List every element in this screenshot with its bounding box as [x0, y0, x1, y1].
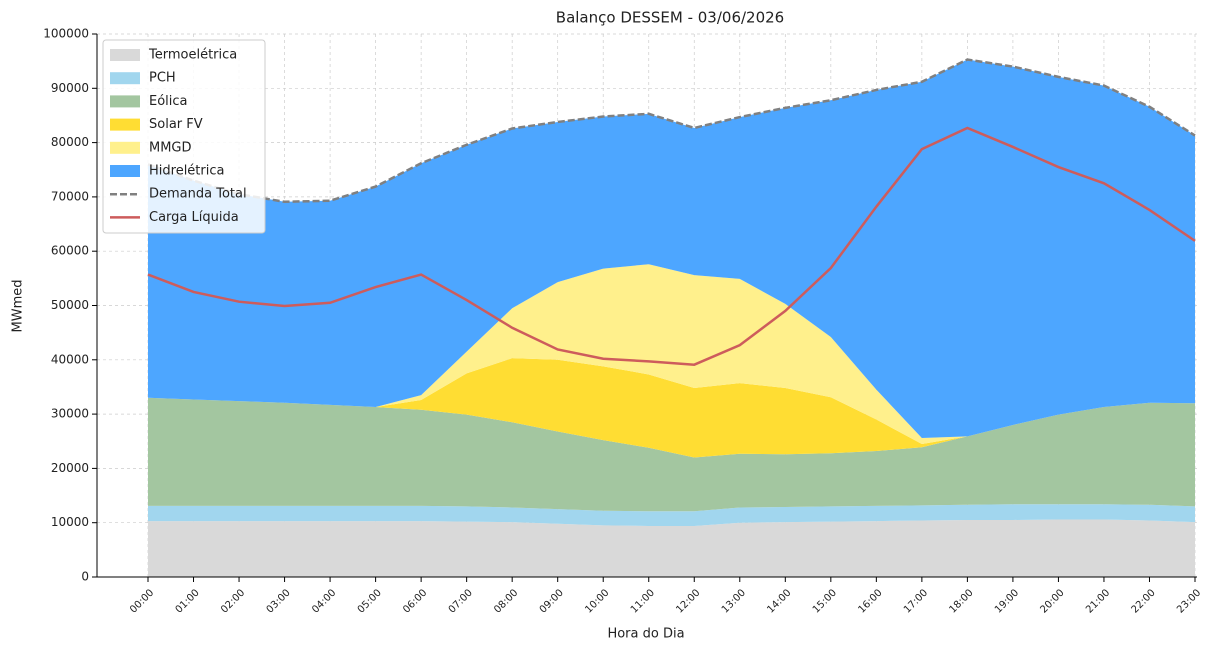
legend-swatch	[110, 165, 140, 177]
x-tick-label: 21:00	[1084, 587, 1112, 615]
x-tick-label: 23:00	[1175, 587, 1203, 615]
legend-label: MMGD	[149, 140, 192, 155]
x-tick-label: 07:00	[447, 587, 475, 615]
y-axis-label: MWmed	[11, 280, 26, 333]
x-tick-label: 12:00	[674, 587, 702, 615]
x-tick-label: 04:00	[310, 587, 338, 615]
legend-box	[102, 39, 266, 234]
y-tick-label: 30000	[51, 407, 89, 421]
y-tick-label: 80000	[51, 135, 89, 149]
area	[148, 519, 1195, 577]
line	[147, 126, 1196, 366]
legend-label: Termoelétrica	[148, 48, 237, 63]
area	[148, 504, 1195, 526]
x-tick-label: 22:00	[1130, 587, 1158, 615]
y-tick-label: 70000	[51, 189, 89, 203]
legend-label: Eólica	[149, 94, 188, 109]
area	[148, 397, 1195, 512]
x-tick-label: 01:00	[174, 587, 202, 615]
line	[147, 58, 1196, 204]
x-tick-label: 16:00	[856, 587, 884, 615]
y-tick-label: 100000	[43, 27, 89, 41]
legend-swatch	[110, 49, 140, 61]
x-tick-label: 18:00	[947, 587, 975, 615]
area	[148, 264, 1195, 444]
y-tick-label: 0	[81, 570, 89, 584]
legend-label: Hidrelétrica	[149, 164, 224, 179]
y-tick-label: 90000	[51, 81, 89, 95]
x-axis-label: Hora do Dia	[607, 627, 684, 642]
x-tick-label: 17:00	[902, 587, 930, 615]
y-tick-label: 20000	[51, 461, 89, 475]
legend-label: Solar FV	[149, 117, 203, 132]
y-tick-label: 50000	[51, 298, 89, 312]
area	[148, 358, 1195, 458]
x-tick-label: 08:00	[492, 587, 520, 615]
legend-swatch	[110, 118, 140, 131]
chart-title: Balanço DESSEM - 03/06/2026	[556, 9, 784, 27]
x-tick-label: 10:00	[583, 587, 611, 615]
x-tick-label: 20:00	[1039, 587, 1067, 615]
x-tick-label: 06:00	[401, 587, 429, 615]
x-tick-label: 00:00	[128, 587, 156, 615]
x-tick-label: 15:00	[811, 587, 839, 615]
x-tick-label: 14:00	[765, 587, 793, 615]
y-tick-label: 40000	[51, 352, 89, 366]
x-tick-label: 09:00	[538, 587, 566, 615]
legend-label: PCH	[149, 71, 176, 86]
y-tick-label: 60000	[51, 244, 89, 258]
x-tick-label: 11:00	[629, 587, 657, 615]
y-tick-label: 10000	[51, 515, 89, 529]
x-tick-label: 05:00	[356, 587, 384, 615]
x-tick-label: 02:00	[219, 587, 247, 615]
legend-label: Demanda Total	[149, 187, 247, 202]
legend-swatch	[110, 141, 140, 154]
legend-swatch	[110, 72, 140, 85]
area	[148, 59, 1195, 438]
x-tick-label: 19:00	[993, 587, 1021, 615]
x-tick-label: 03:00	[265, 587, 293, 615]
legend-swatch	[110, 95, 140, 108]
legend-label: Carga Líquida	[149, 210, 239, 225]
x-tick-label: 13:00	[720, 587, 748, 615]
